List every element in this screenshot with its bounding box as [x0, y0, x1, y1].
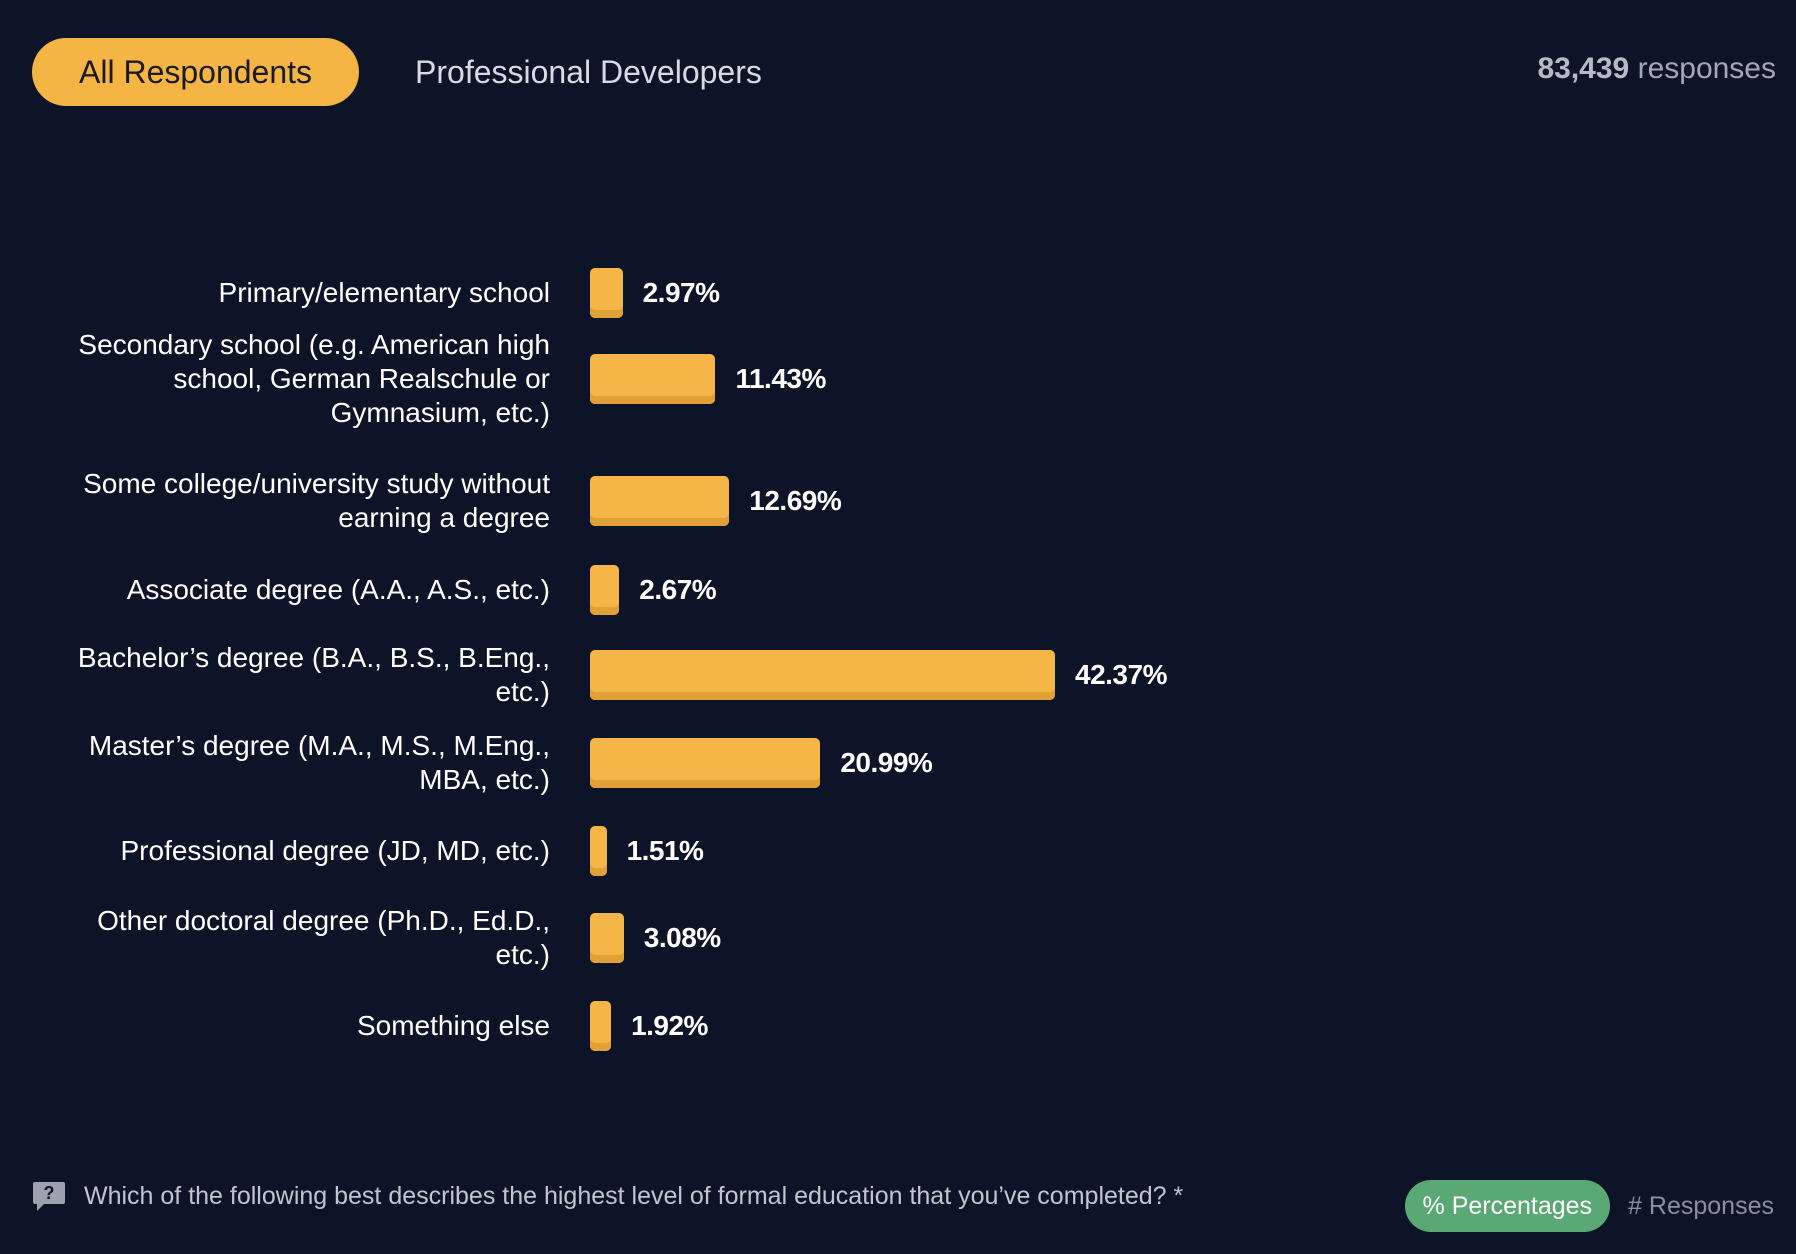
category-label: Secondary school (e.g. American high sch… — [78, 329, 550, 428]
value-label: 12.69% — [749, 485, 842, 516]
bar — [590, 1001, 612, 1051]
bar — [590, 738, 821, 788]
category-label: Bachelor’s degree (B.A., B.S., B.Eng., e… — [77, 642, 550, 707]
responses-number: 83,439 — [1537, 52, 1630, 85]
responses-word: responses — [1637, 52, 1776, 85]
bar — [590, 826, 607, 876]
value-label: 3.08% — [643, 922, 721, 953]
display-toggle: % Percentages # Responses — [1404, 1180, 1774, 1232]
bar — [590, 354, 716, 404]
tab-professional-developers[interactable]: Professional Developers — [415, 54, 762, 90]
value-label: 2.67% — [639, 574, 717, 605]
respondent-tabs: All Respondents Professional Developers — [32, 38, 809, 106]
percentages-toggle-button[interactable]: % Percentages — [1404, 1180, 1611, 1232]
responses-toggle-button[interactable]: # Responses — [1628, 1191, 1774, 1220]
value-label: 1.51% — [626, 835, 704, 866]
category-label: Other doctoral degree (Ph.D., Ed.D., etc… — [97, 905, 550, 970]
category-label: Professional degree (JD, MD, etc.) — [120, 835, 551, 866]
responses-count: 83,439 responses — [1537, 52, 1776, 86]
svg-text:?: ? — [44, 1183, 55, 1203]
category-label: Some college/university study without ea… — [83, 468, 550, 533]
bar — [590, 476, 730, 526]
bar — [590, 650, 1055, 700]
bar — [590, 268, 623, 318]
tab-all-respondents[interactable]: All Respondents — [32, 38, 360, 106]
bar — [590, 913, 624, 963]
bar — [590, 565, 620, 615]
question-icon: ? — [33, 1182, 65, 1211]
category-label: Primary/elementary school — [218, 277, 550, 308]
category-label: Master’s degree (M.A., M.S., M.Eng., MBA… — [88, 730, 550, 795]
value-label: 2.97% — [642, 277, 720, 308]
value-label: 11.43% — [735, 363, 826, 394]
value-label: 1.92% — [631, 1010, 708, 1041]
category-label: Something else — [356, 1010, 550, 1041]
value-label: 42.37% — [1075, 659, 1167, 690]
category-label: Associate degree (A.A., A.S., etc.) — [126, 574, 550, 605]
question-row: ? Which of the following best describes … — [32, 1180, 1183, 1212]
question-text: Which of the following best describes th… — [84, 1181, 1184, 1210]
value-label: 20.99% — [840, 747, 933, 778]
